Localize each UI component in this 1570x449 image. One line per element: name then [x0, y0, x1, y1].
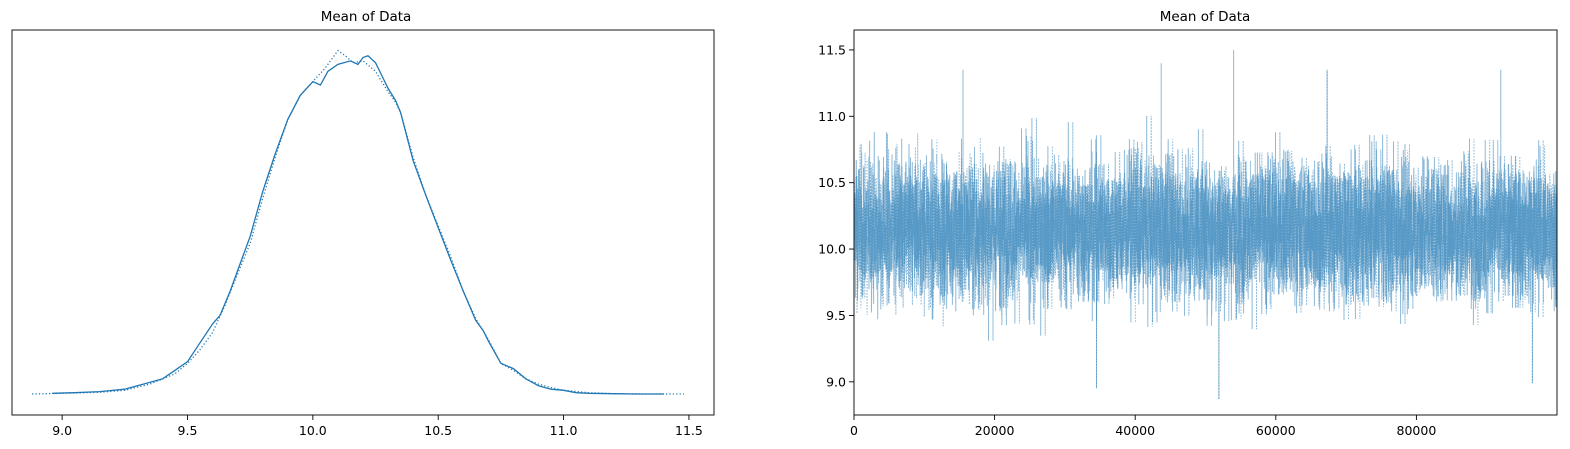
- trace-plot: Mean of Data 0 20000 40000 60000 80000 9.09.…: [818, 9, 1558, 438]
- trace-x-tick-label: 20000: [975, 423, 1015, 438]
- trace-y-tick-label: 10.0: [818, 242, 846, 257]
- density-line-dotted: [32, 49, 684, 395]
- trace-line-dotted: [854, 69, 1557, 400]
- trace-x-tick-label: 0: [850, 423, 858, 438]
- density-axes-frame: [11, 29, 715, 416]
- density-series-group: [32, 49, 684, 395]
- trace-y-tick-label: 9.0: [826, 374, 846, 389]
- trace-x-tick-label: 40000: [1115, 423, 1155, 438]
- density-line-solid: [52, 55, 664, 395]
- trace-y-tick-label: 11.0: [818, 109, 846, 124]
- density-title: Mean of Data: [321, 9, 412, 25]
- density-x-tick-label: 9.5: [178, 423, 198, 438]
- trace-y-tick-label: 10.5: [818, 175, 846, 190]
- trace-x-ticks: 0 20000 40000 60000 80000: [850, 415, 1436, 438]
- density-x-tick-label: 11.5: [675, 423, 703, 438]
- trace-title: Mean of Data: [1160, 9, 1251, 25]
- trace-x-tick-label: 60000: [1256, 423, 1296, 438]
- trace-series-group: [854, 49, 1557, 400]
- density-plot: Mean of Data 9.0 9.5 10.0 10.5 11.0 11.5: [11, 9, 715, 438]
- trace-y-tick-label: 9.5: [826, 308, 846, 323]
- trace-y-ticks: 9.0 9.5 10.0 10.5 11.0 11.5: [818, 42, 854, 389]
- density-x-tick-label: 11.0: [550, 423, 578, 438]
- density-x-tick-label: 9.0: [52, 423, 72, 438]
- trace-y-tick-label: 11.5: [818, 42, 846, 57]
- trace-axes-frame: [853, 29, 1558, 416]
- density-x-tick-label: 10.5: [424, 423, 452, 438]
- density-x-tick-label: 10.0: [299, 423, 327, 438]
- density-x-ticks: 9.0 9.5 10.0 10.5 11.0 11.5: [52, 415, 703, 438]
- trace-x-tick-label: 80000: [1397, 423, 1437, 438]
